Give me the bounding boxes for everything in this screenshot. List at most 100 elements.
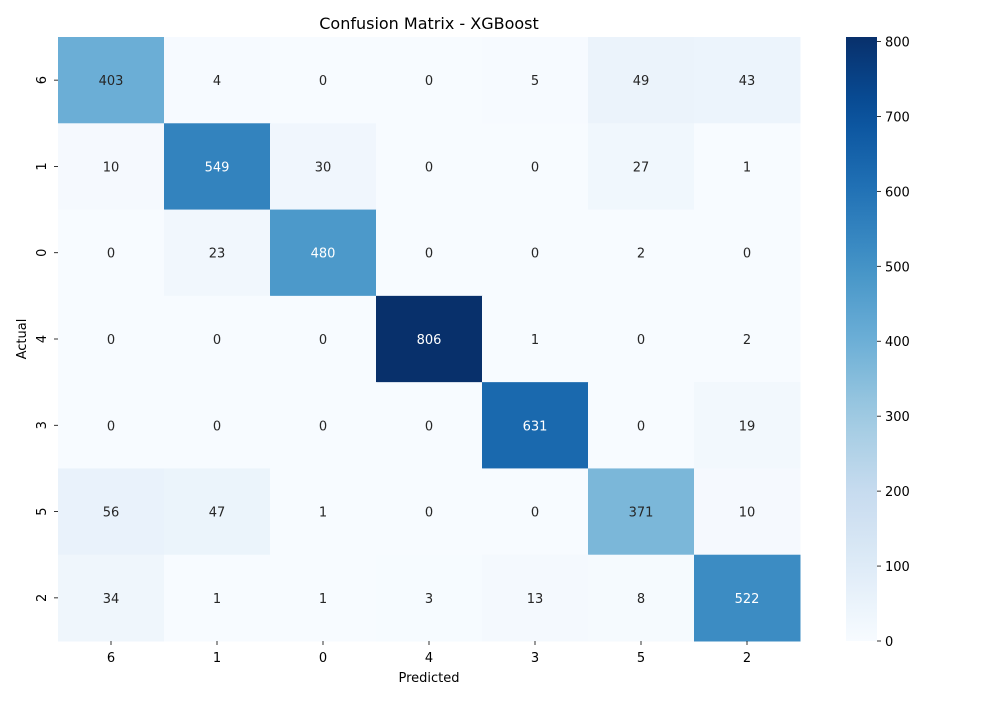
y-tick-label: 3 (35, 421, 50, 429)
colorbar-tick-label: 100 (885, 560, 910, 575)
heatmap-cell (694, 295, 801, 383)
x-tick-label: 0 (319, 651, 327, 666)
cell-value-label: 0 (213, 419, 221, 434)
cell-value-label: 0 (743, 247, 751, 262)
cell-value-label: 1 (531, 333, 539, 348)
cell-value-label: 0 (107, 419, 115, 434)
cell-value-label: 1 (319, 592, 327, 607)
cell-value-label: 0 (637, 419, 645, 434)
heatmap-cell (694, 37, 801, 124)
cell-value-label: 10 (739, 506, 756, 521)
heatmap-cell (164, 554, 271, 642)
x-tick-label: 5 (637, 651, 645, 666)
heatmap-cell (164, 295, 271, 383)
cell-value-label: 30 (315, 160, 332, 175)
heatmap-cell (58, 554, 165, 642)
cell-value-label: 806 (417, 333, 442, 348)
y-tick-label: 1 (35, 162, 50, 170)
cell-value-label: 0 (319, 74, 327, 89)
heatmap-cell (58, 209, 165, 297)
heatmap-cell (482, 554, 589, 642)
heatmap-cell (588, 37, 695, 124)
cell-value-label: 0 (425, 247, 433, 262)
cell-value-label: 13 (527, 592, 544, 607)
cell-value-label: 19 (739, 419, 756, 434)
colorbar-tick-label: 400 (885, 335, 910, 350)
cell-value-label: 1 (213, 592, 221, 607)
heatmap-cell (58, 123, 165, 211)
heatmap-cell (270, 468, 377, 556)
cell-value-label: 0 (637, 333, 645, 348)
cell-value-label: 23 (209, 247, 226, 262)
cell-value-label: 2 (637, 247, 645, 262)
heatmap-cell (270, 209, 377, 297)
heatmap-cell (58, 382, 165, 469)
cell-value-label: 3 (425, 592, 433, 607)
cell-value-label: 10 (103, 160, 120, 175)
heatmap-cell (482, 209, 589, 297)
cell-value-label: 27 (633, 160, 650, 175)
heatmap-cell (588, 295, 695, 383)
heatmap-cell (482, 37, 589, 124)
colorbar-tick-label: 700 (885, 110, 910, 125)
colorbar-tick-label: 0 (885, 635, 893, 650)
cell-value-label: 47 (209, 506, 226, 521)
cell-value-label: 1 (743, 160, 751, 175)
heatmap-cell (376, 468, 483, 556)
heatmap-cell (164, 123, 271, 211)
heatmap-cell (482, 123, 589, 211)
colorbar-tick-label: 800 (885, 35, 910, 50)
colorbar-ticks: 0 100 200 300 400 500 600 700 800 (877, 35, 910, 650)
heatmap-cell (588, 123, 695, 211)
y-tick-label: 5 (35, 507, 50, 515)
cell-value-label: 0 (425, 419, 433, 434)
x-tick-label: 6 (107, 651, 115, 666)
heatmap-cell (58, 295, 165, 383)
heatmap-cell (270, 382, 377, 469)
cell-value-label: 34 (103, 592, 120, 607)
heatmap-cell (588, 468, 695, 556)
heatmap-cell (164, 37, 271, 124)
y-tick-label: 4 (35, 335, 50, 343)
y-tick-label: 0 (35, 249, 50, 257)
cell-value-label: 0 (319, 333, 327, 348)
heatmap-cell (694, 468, 801, 556)
cell-value-label: 0 (531, 247, 539, 262)
colorbar: 0 100 200 300 400 500 600 700 800 (846, 35, 910, 650)
colorbar-tick-label: 600 (885, 185, 910, 200)
colorbar-tick-label: 300 (885, 410, 910, 425)
cell-value-label: 403 (99, 74, 124, 89)
cell-value-label: 4 (213, 74, 221, 89)
heatmap-cell (58, 37, 165, 124)
heatmap-cell (694, 209, 801, 297)
heatmap-cell (482, 468, 589, 556)
heatmap-cell (482, 382, 589, 469)
heatmap-cell (694, 554, 801, 642)
colorbar-tick-label: 500 (885, 260, 910, 275)
x-tick-label: 1 (213, 651, 221, 666)
heatmap-cell (164, 209, 271, 297)
cell-value-label: 56 (103, 506, 120, 521)
cell-value-label: 43 (739, 74, 756, 89)
x-tick-label: 3 (531, 651, 539, 666)
heatmap-cell (588, 554, 695, 642)
heatmap-cell (588, 209, 695, 297)
cell-value-label: 549 (205, 160, 230, 175)
cell-value-label: 0 (319, 419, 327, 434)
x-tick-label: 4 (425, 651, 433, 666)
heatmap-cells (58, 37, 801, 642)
cell-value-label: 0 (531, 160, 539, 175)
cell-value-label: 480 (311, 247, 336, 262)
heatmap-cell (694, 123, 801, 211)
heatmap-cell (164, 382, 271, 469)
heatmap-cell (482, 295, 589, 383)
heatmap-cell (588, 382, 695, 469)
cell-value-label: 5 (531, 74, 539, 89)
cell-value-label: 8 (637, 592, 645, 607)
cell-value-label: 0 (107, 247, 115, 262)
heatmap-cell (376, 382, 483, 469)
cell-value-label: 0 (425, 74, 433, 89)
